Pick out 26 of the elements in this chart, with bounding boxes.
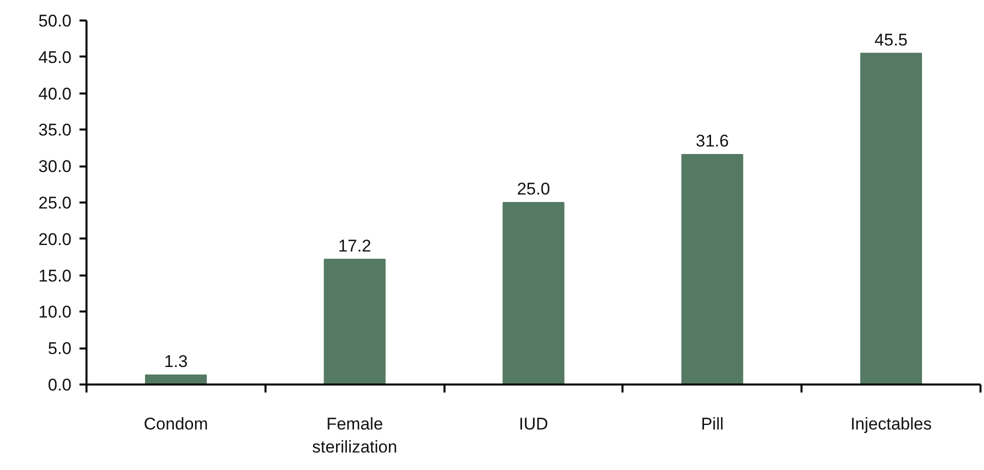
y-tick-label: 5.0 [48,339,72,358]
x-tick-label: Injectables [850,414,932,434]
bar [324,258,386,384]
y-tick-label: 30.0 [38,157,72,176]
data-label: 31.6 [696,131,729,150]
bar [681,154,744,384]
y-tick-label: 40.0 [38,84,72,104]
y-tick-label: 25.0 [38,194,72,212]
x-tick-label: IUD [518,414,548,434]
y-tick-label: 45.0 [38,48,72,67]
data-label: 1.3 [164,352,188,372]
x-tick-label: Female sterilization [312,414,398,456]
y-tick-label: 35.0 [38,120,72,140]
y-tick-label: 0.0 [48,376,72,394]
bar [502,202,564,384]
data-label: 25.0 [516,180,550,198]
bar [860,52,922,384]
data-label: 17.2 [338,236,372,256]
x-tick-label: Condom [144,414,208,434]
x-tick-label: Pill [700,414,724,434]
y-tick-label: 15.0 [38,266,72,286]
bar [145,374,207,384]
y-tick-label: 50.0 [38,12,72,30]
data-label: 45.5 [874,30,908,50]
y-tick-label: 20.0 [38,230,72,249]
y-tick-label: 10.0 [38,302,72,322]
